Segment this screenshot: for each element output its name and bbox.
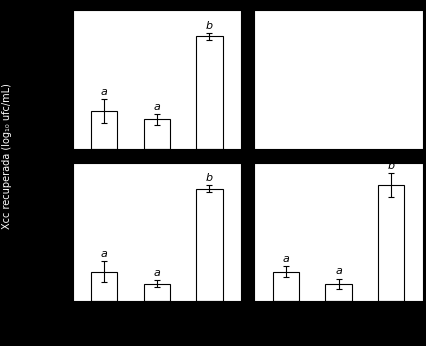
Text: a: a — [334, 266, 341, 276]
Bar — [377, 185, 403, 301]
Bar — [91, 111, 117, 149]
Text: Xcc recuperada (log₁₀ ufc/mL): Xcc recuperada (log₁₀ ufc/mL) — [2, 83, 12, 229]
Bar — [272, 272, 298, 301]
Bar — [196, 36, 222, 149]
Bar — [325, 284, 351, 301]
Text: a: a — [153, 268, 160, 278]
Text: b: b — [205, 21, 213, 31]
Bar — [196, 189, 222, 301]
Title: Dioxiplus: Dioxiplus — [124, 0, 188, 10]
Bar — [143, 284, 170, 301]
Bar — [91, 272, 117, 301]
Text: a: a — [282, 254, 289, 264]
Text: a: a — [153, 102, 160, 112]
Text: a: a — [101, 86, 107, 97]
Bar — [143, 119, 170, 149]
Text: a: a — [101, 249, 107, 259]
Title: Pluron 444 A: Pluron 444 A — [293, 149, 383, 163]
Text: b: b — [387, 161, 394, 171]
Text: b: b — [205, 173, 213, 183]
Title: Peracetic: Peracetic — [124, 149, 189, 163]
